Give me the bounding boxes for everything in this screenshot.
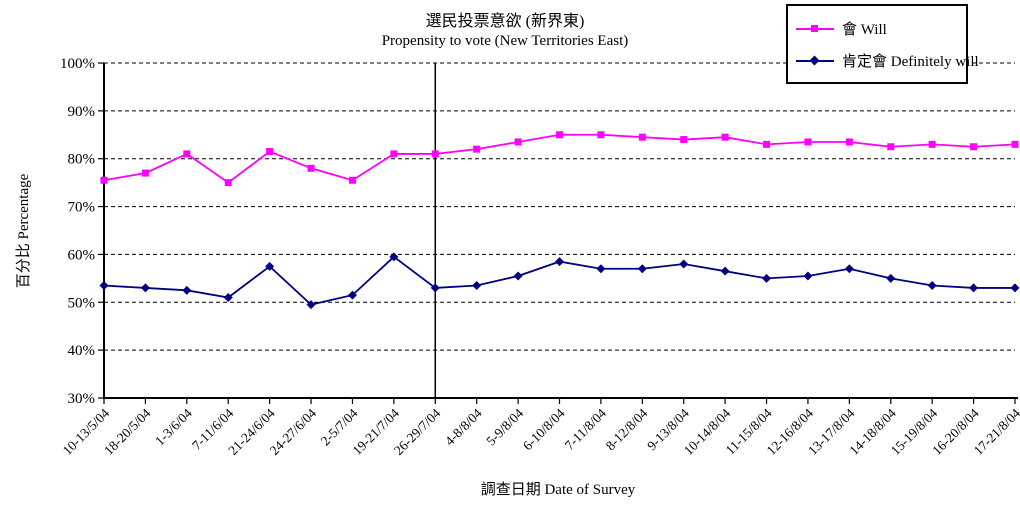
x-axis-title: 調查日期 Date of Survey	[481, 481, 636, 498]
data-point-diamond	[927, 281, 937, 291]
data-point-diamond	[1010, 283, 1020, 293]
data-point-square	[804, 138, 812, 146]
data-point-diamond	[969, 283, 979, 293]
data-point-square	[556, 131, 563, 139]
data-point-square	[763, 140, 771, 148]
data-point-square	[514, 138, 522, 146]
legend-item-definitely-will: 肯定會 Definitely will	[796, 50, 979, 71]
data-point-diamond	[513, 271, 523, 281]
legend-item-will: 會 Will	[796, 18, 962, 39]
data-point-square	[928, 140, 936, 148]
data-point-square	[390, 150, 398, 158]
data-point-square	[970, 143, 978, 151]
y-tick-label: 50%	[68, 295, 96, 311]
x-tick-label: 8-12/8/04	[603, 405, 651, 453]
data-point-square	[597, 131, 605, 139]
data-point-square	[266, 148, 274, 156]
data-point-square	[100, 176, 108, 184]
data-point-diamond	[472, 281, 482, 291]
data-point-square	[224, 179, 232, 187]
x-tick-label: 4-8/8/04	[442, 405, 485, 448]
y-tick-label: 70%	[68, 200, 96, 216]
data-point-square	[845, 138, 853, 146]
data-point-diamond	[720, 266, 730, 276]
data-point-diamond	[637, 264, 647, 274]
x-tick-label: 7-11/8/04	[562, 405, 610, 453]
data-point-diamond	[306, 300, 316, 310]
y-tick-label: 40%	[68, 343, 96, 359]
data-point-square	[638, 133, 646, 141]
legend: 會 Will 肯定會 Definitely will	[786, 4, 979, 84]
data-point-square	[887, 143, 895, 151]
y-tick-label: 60%	[68, 247, 96, 263]
data-point-diamond	[223, 293, 233, 302]
data-point-diamond	[555, 257, 564, 267]
data-point-diamond	[679, 259, 689, 269]
will-square-marker-icon	[796, 24, 834, 33]
y-tick-label: 90%	[68, 104, 96, 120]
data-point-diamond	[265, 261, 275, 271]
data-point-diamond	[844, 264, 854, 274]
data-point-square	[721, 133, 729, 141]
y-axis-title: 百分比 Percentage	[15, 173, 32, 288]
data-point-diamond	[762, 273, 772, 283]
data-point-diamond	[803, 271, 813, 281]
definitely-will-diamond-marker-icon	[796, 55, 834, 65]
legend-label-will: 會 Will	[842, 21, 887, 38]
plot-area: 30%40%50%60%70%80%90%100%10-13/5/0418-20…	[60, 56, 1020, 458]
y-tick-label: 30%	[68, 391, 96, 407]
data-point-diamond	[389, 252, 399, 262]
chart-title-chinese: 選民投票意欲 (新界東)	[426, 11, 585, 30]
diamond-icon	[809, 55, 820, 65]
data-point-square	[141, 169, 149, 177]
data-point-square	[431, 150, 439, 158]
data-point-diamond	[140, 283, 150, 293]
data-point-diamond	[182, 285, 192, 295]
data-point-square	[1011, 140, 1019, 148]
y-tick-label: 80%	[68, 152, 96, 168]
data-point-square	[473, 145, 481, 153]
data-point-diamond	[430, 283, 440, 293]
y-tick-label: 100%	[60, 56, 95, 72]
data-point-diamond	[596, 264, 606, 274]
data-point-square	[307, 164, 315, 172]
data-point-square	[183, 150, 191, 158]
chart-title-english: Propensity to vote (New Territories East…	[382, 33, 629, 49]
square-icon	[811, 24, 818, 32]
data-point-square	[348, 176, 356, 184]
x-tick-label: 6-10/8/04	[520, 405, 568, 453]
data-point-diamond	[99, 281, 109, 291]
data-point-diamond	[347, 290, 357, 300]
legend-label-definitely-will: 肯定會 Definitely will	[842, 53, 979, 70]
data-point-diamond	[886, 273, 896, 283]
data-point-square	[680, 136, 688, 144]
